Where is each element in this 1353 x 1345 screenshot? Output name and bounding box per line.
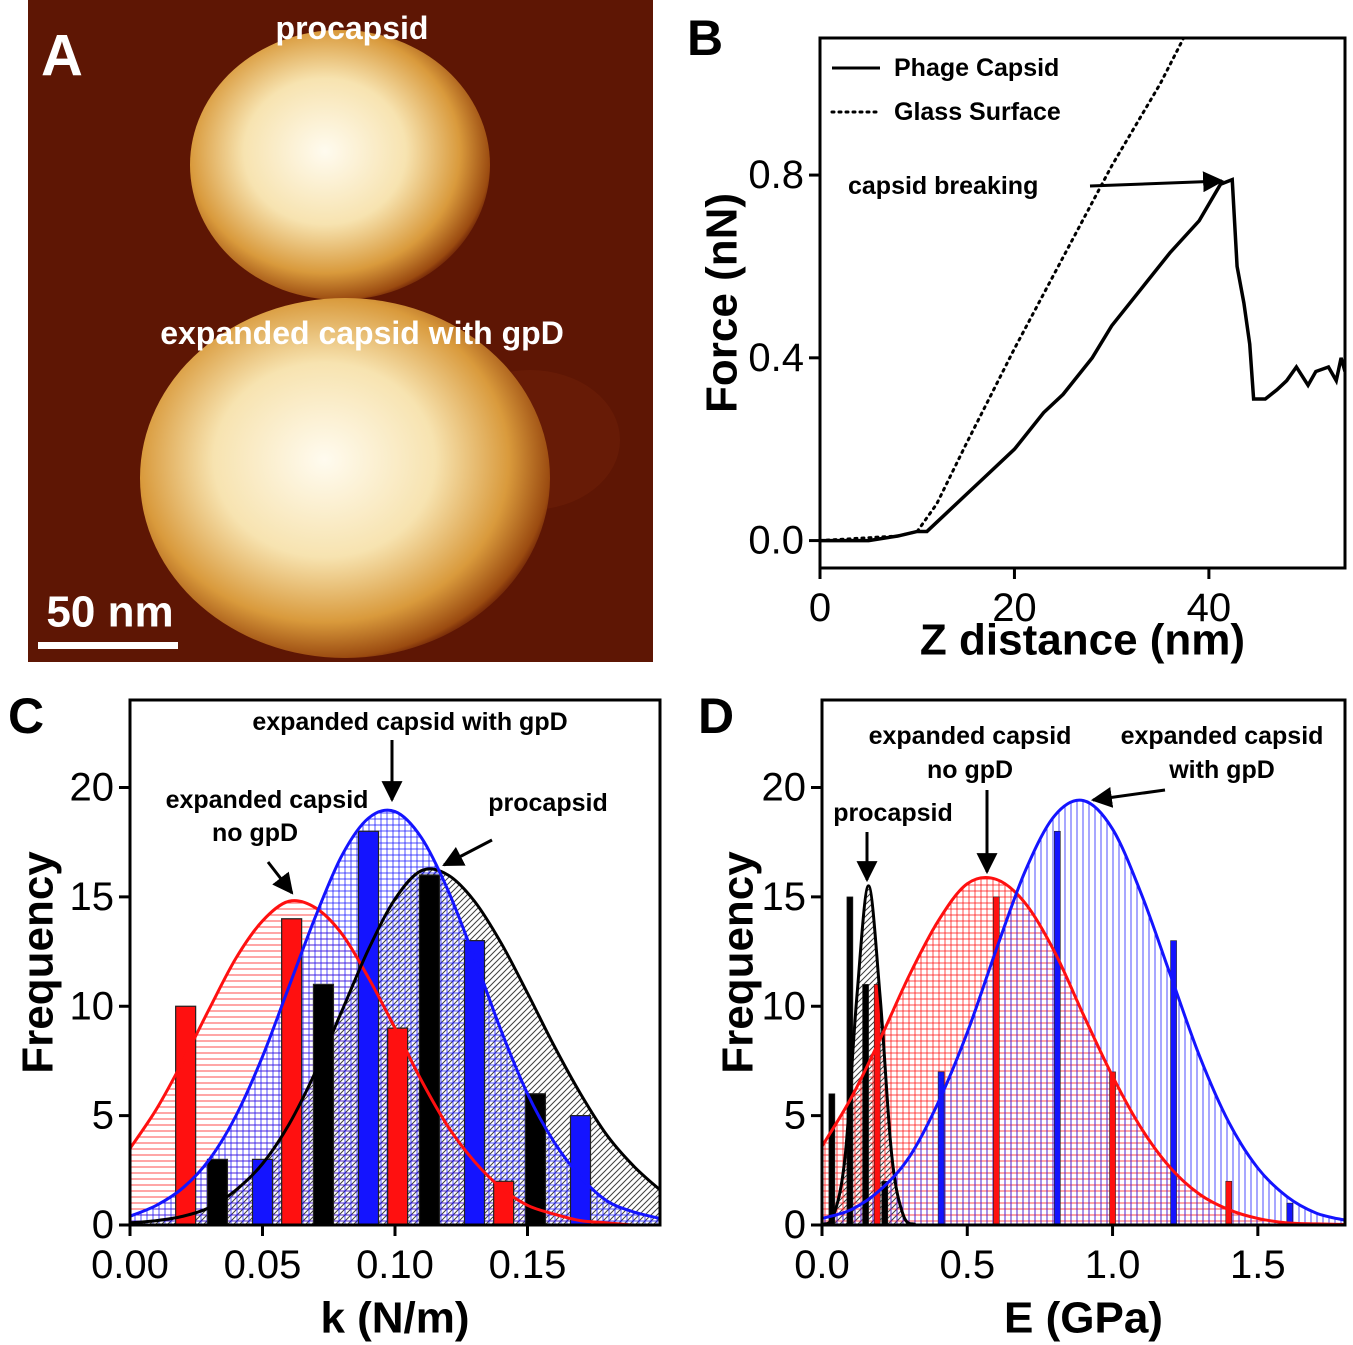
annotation-arrow xyxy=(1089,171,1225,193)
panel-letter: D xyxy=(698,688,734,744)
x-tick-label: 0.00 xyxy=(91,1243,169,1287)
annotation: expanded capsid xyxy=(869,722,1072,750)
chart-panel: 0.0 0.5 1.0 1.5 0 5 10 15 20 E (GPa) Frequency D xyxy=(698,688,1347,1343)
bar xyxy=(881,1180,889,1225)
x-tick-label: 20 xyxy=(992,586,1037,630)
fit-curve xyxy=(130,867,660,1225)
chart-panel: 0.00 0.05 0.10 0.15 0 5 10 15 20 k (N/m) Frequency… xyxy=(8,688,662,1343)
y-tick-label: 0.0 xyxy=(748,519,804,563)
y-tick-label: 5 xyxy=(92,1094,114,1138)
annotation: expanded capsid with gpD xyxy=(252,708,567,736)
y-axis-title: Force (nN) xyxy=(698,193,747,413)
bar xyxy=(862,984,869,1225)
y-tick-label: 5 xyxy=(784,1094,806,1138)
annotation: expanded capsid xyxy=(166,786,369,814)
fit-curve xyxy=(822,798,1345,1222)
annotation: with gpD xyxy=(1168,756,1275,784)
annotation-arrow xyxy=(442,838,493,867)
x-tick-label: 0.5 xyxy=(939,1243,995,1287)
y-tick-label: 10 xyxy=(70,984,115,1028)
bar xyxy=(312,983,335,1225)
annotation: procapsid xyxy=(833,799,952,827)
y-tick-label: 0.8 xyxy=(748,153,804,197)
annotation: expanded capsid xyxy=(1121,722,1324,750)
fit-curve xyxy=(130,899,660,1225)
y-tick-label: 15 xyxy=(762,875,807,919)
bar xyxy=(569,1115,592,1225)
bar xyxy=(828,1093,836,1225)
scale-bar-label: 50 nm xyxy=(46,588,173,637)
procapsid-particle xyxy=(190,30,490,300)
plot-frame xyxy=(818,36,1347,570)
bar xyxy=(206,1158,229,1225)
x-axis-title: E (GPa) xyxy=(1004,1294,1163,1343)
x-tick-label: 0.05 xyxy=(224,1243,302,1287)
y-tick-label: 0 xyxy=(92,1203,114,1247)
image-annotation: expanded capsid with gpD xyxy=(160,315,564,351)
plot-frame xyxy=(820,698,1347,1227)
bar xyxy=(493,1180,515,1225)
plot-frame xyxy=(128,698,662,1227)
bar xyxy=(873,984,881,1225)
annotation-arrow xyxy=(266,861,294,895)
x-tick-label: 0.0 xyxy=(794,1243,850,1287)
bar xyxy=(937,1071,945,1225)
bar xyxy=(251,1158,274,1225)
annotation: capsid breaking xyxy=(848,172,1038,200)
panel-letter: A xyxy=(41,24,83,89)
y-tick-label: 10 xyxy=(762,984,807,1028)
x-tick-label: 40 xyxy=(1187,586,1232,630)
bar xyxy=(357,830,380,1225)
fit-curve xyxy=(822,875,1345,1225)
x-tick-label: 1.0 xyxy=(1085,1243,1141,1287)
annotation: no gpD xyxy=(212,819,298,847)
legend-label: Phage Capsid xyxy=(894,54,1059,82)
y-tick-label: 0 xyxy=(784,1203,806,1247)
fit-curve xyxy=(130,808,660,1220)
x-tick-label: 0 xyxy=(809,586,831,630)
bar xyxy=(175,1005,197,1225)
bar xyxy=(463,940,486,1225)
image-annotation: procapsid xyxy=(276,10,429,46)
legend-label: Glass Surface xyxy=(894,98,1061,126)
panel-letter: C xyxy=(8,688,44,744)
x-tick-label: 0.10 xyxy=(356,1243,434,1287)
chart-panel: 0 20 40 0.0 0.4 0.8 Z distance (nm) Force (nN) B… xyxy=(687,10,1347,665)
plot-area xyxy=(820,38,1345,543)
bar xyxy=(1286,1202,1294,1225)
bar xyxy=(524,1093,547,1225)
bar xyxy=(993,896,1000,1225)
x-axis-title: k (N/m) xyxy=(320,1294,469,1343)
line-series xyxy=(820,177,1345,543)
y-tick-label: 0.4 xyxy=(748,336,804,380)
line-series xyxy=(820,38,1186,543)
y-tick-label: 20 xyxy=(762,766,807,810)
annotation: procapsid xyxy=(488,789,607,817)
x-tick-label: 0.15 xyxy=(489,1243,567,1287)
y-axis-title: Frequency xyxy=(714,851,763,1074)
afm-image: A procapsid expanded capsid with gpD 50 … xyxy=(28,0,653,662)
expanded-capsid-particle xyxy=(140,298,550,658)
y-tick-label: 20 xyxy=(70,766,115,810)
bar xyxy=(387,1027,409,1225)
y-axis-title: Frequency xyxy=(14,851,63,1074)
plot-area xyxy=(130,808,660,1225)
fit-curve xyxy=(822,884,916,1225)
y-tick-label: 15 xyxy=(70,875,115,919)
x-tick-label: 1.5 xyxy=(1230,1243,1286,1287)
bar xyxy=(1170,940,1177,1225)
panel-letter: B xyxy=(687,10,723,66)
x-axis-title: Z distance (nm) xyxy=(920,616,1245,665)
bar xyxy=(418,874,441,1225)
bar xyxy=(1109,1071,1116,1225)
annotation: no gpD xyxy=(927,756,1013,784)
annotation-arrow xyxy=(1090,786,1166,808)
bar xyxy=(1225,1180,1233,1225)
scale-bar xyxy=(38,642,178,649)
plot-area xyxy=(822,798,1345,1225)
bar xyxy=(1054,830,1061,1225)
